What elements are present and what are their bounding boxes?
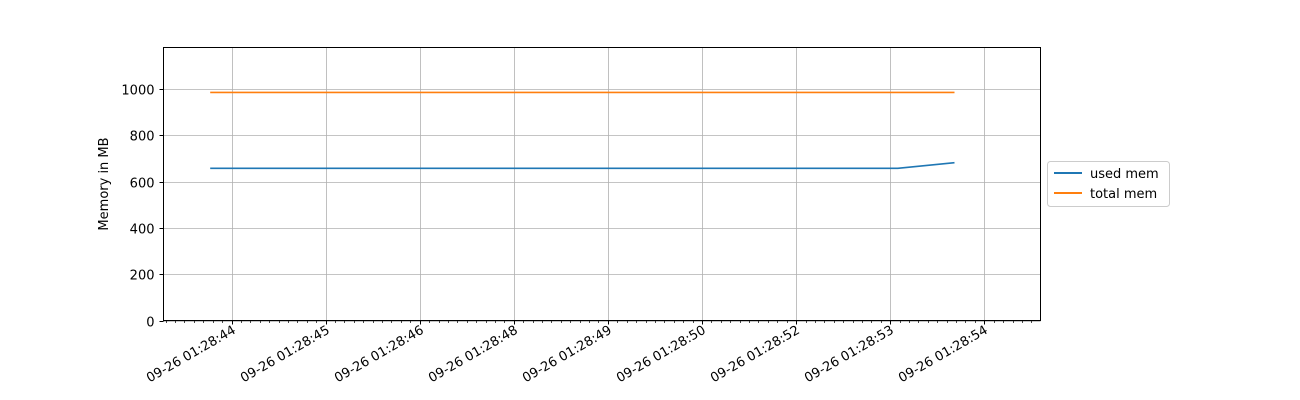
series-lines	[210, 91, 955, 170]
x-tick-label: 09-26 01:28:46	[332, 323, 426, 386]
grid	[163, 47, 1041, 322]
x-tick-label: 09-26 01:28:52	[708, 323, 802, 386]
y-tick-label: 0	[146, 316, 154, 331]
legend-label-used-mem: used mem	[1090, 167, 1159, 182]
x-tick-label: 09-26 01:28:54	[896, 323, 990, 386]
x-tick-label: 09-26 01:28:53	[802, 323, 896, 386]
y-axis-label: Memory in MB	[97, 137, 112, 230]
x-tick-label: 09-26 01:28:49	[520, 323, 614, 386]
x-tick-label: 09-26 01:28:44	[144, 323, 238, 386]
x-tick-label: 09-26 01:28:45	[238, 323, 332, 386]
plot-frame	[163, 47, 1041, 321]
x-tick-label: 09-26 01:28:50	[614, 323, 708, 386]
x-axis-ticks: 09-26 01:28:44 09-26 01:28:45 09-26 01:28:…	[144, 320, 1032, 386]
y-tick-label: 400	[130, 223, 155, 238]
y-tick-label: 200	[130, 269, 155, 284]
y-tick-label: 800	[130, 130, 155, 145]
y-tick-label: 600	[130, 177, 155, 192]
legend: used mem total mem	[1047, 161, 1170, 207]
legend-label-total-mem: total mem	[1090, 187, 1157, 202]
x-tick-label: 09-26 01:28:48	[426, 323, 520, 386]
series-line-used-mem	[210, 161, 955, 170]
y-tick-label: 1000	[121, 84, 154, 99]
y-axis-ticks: 0 200 400 600 800 1000	[121, 84, 164, 331]
